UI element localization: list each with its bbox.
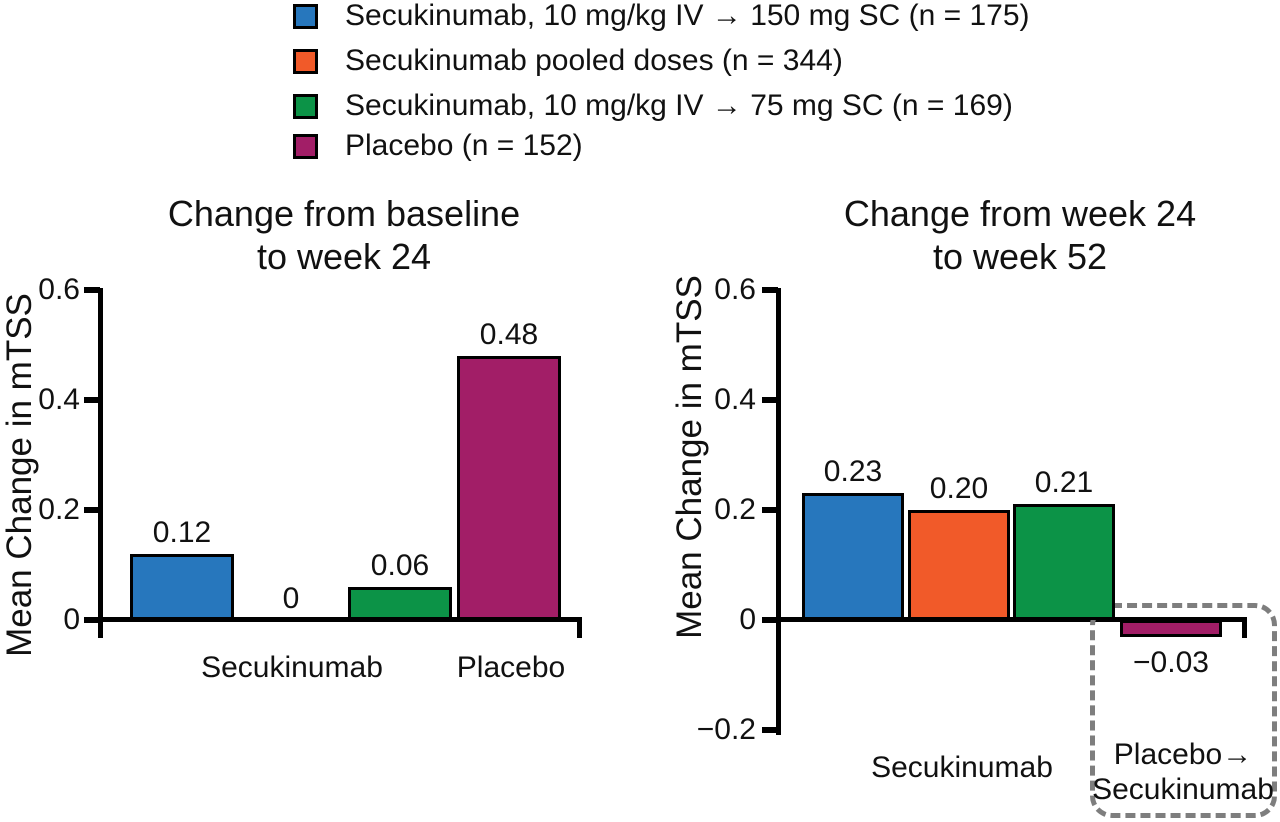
y-axis-tick (84, 617, 100, 623)
y-axis-tick (762, 727, 778, 733)
bar-secukinumab-150mg-sc (802, 493, 904, 620)
legend-item-placebo: Placebo (n = 152) (293, 129, 583, 162)
bar-value-label: 0.20 (929, 472, 989, 505)
legend-swatch-green-icon (293, 93, 318, 119)
y-axis-title: Mean Change in mTSS (670, 275, 709, 639)
chart-title-line1: Change from baseline (167, 193, 521, 234)
x-group-label-placebo: Placebo (456, 651, 566, 684)
x-group-label-placebo-to-secukinumab: Placebo→ Secukinumab (1058, 737, 1280, 807)
y-axis-tick (84, 287, 100, 293)
legend-item-secukinumab-75: Secukinumab, 10 mg/kg IV → 75 mg SC (n =… (293, 89, 1013, 122)
bar-value-label: 0.12 (152, 516, 212, 549)
x-axis-line (776, 617, 1247, 622)
bar-placebo (457, 356, 561, 620)
chart-title-line1: Change from week 24 (843, 193, 1197, 234)
chart-title: Change from week 24 to week 52 (820, 192, 1220, 278)
bar-value-label: 0 (282, 582, 300, 615)
legend-item-secukinumab-pooled: Secukinumab pooled doses (n = 344) (293, 44, 843, 77)
y-axis-tick-label: 0.6 (38, 273, 80, 306)
bar-value-label: −0.03 (1133, 646, 1209, 679)
y-axis-line (776, 288, 781, 735)
bar-secukinumab-75mg-sc (1013, 504, 1115, 620)
x-group-label-line1: Placebo→ (1113, 738, 1253, 771)
legend-label: Placebo (n = 152) (345, 129, 583, 162)
legend-swatch-orange-icon (293, 48, 318, 74)
legend-item-secukinumab-150: Secukinumab, 10 mg/kg IV → 150 mg SC (n … (293, 0, 1030, 32)
legend-label: Secukinumab, 10 mg/kg IV → 75 mg SC (n =… (345, 89, 1013, 122)
y-axis-tick-label: 0.4 (714, 383, 756, 416)
bar-secukinumab-pooled (908, 510, 1010, 620)
bar-value-label: 0.23 (823, 455, 883, 488)
y-axis-tick (84, 507, 100, 513)
x-axis-end-tick (1242, 620, 1247, 638)
chart-title-line2: to week 24 (256, 236, 432, 277)
y-axis-tick (762, 287, 778, 293)
y-axis-tick (762, 397, 778, 403)
y-axis-tick-label: 0.6 (714, 273, 756, 306)
y-axis-title: Mean Change in mTSS (0, 293, 39, 657)
x-axis-line (98, 617, 582, 622)
x-axis-end-tick (577, 620, 582, 638)
bar-value-label: 0.06 (370, 549, 430, 582)
y-axis-tick-label: 0.4 (38, 383, 80, 416)
bar-placebo-to-secukinumab (1120, 620, 1222, 637)
y-axis-tick-label: 0.2 (714, 493, 756, 526)
legend-swatch-magenta-icon (293, 133, 318, 159)
y-axis-tick (84, 397, 100, 403)
y-axis-tick (762, 617, 778, 623)
x-group-label-line2: Secukinumab (1092, 773, 1274, 806)
y-axis-tick-label: 0.2 (38, 493, 80, 526)
highlight-dashed-box (1090, 603, 1277, 818)
y-axis-tick-label: −0.2 (696, 713, 756, 746)
legend-label: Secukinumab pooled doses (n = 344) (345, 44, 843, 77)
y-axis-tick-label: 0 (739, 603, 756, 636)
y-axis-tick-label: 0 (63, 603, 80, 636)
bar-secukinumab-75mg-sc (348, 587, 452, 620)
y-axis-line (98, 288, 103, 638)
x-group-label-secukinumab: Secukinumab (871, 751, 1053, 784)
bar-value-label: 0.21 (1034, 466, 1094, 499)
legend-swatch-blue-icon (293, 3, 318, 29)
chart-title-line2: to week 52 (932, 236, 1108, 277)
y-axis-tick (762, 507, 778, 513)
legend-label: Secukinumab, 10 mg/kg IV → 150 mg SC (n … (345, 0, 1030, 32)
bar-value-label: 0.48 (479, 318, 539, 351)
x-group-label-secukinumab: Secukinumab (201, 651, 383, 684)
chart-title: Change from baseline to week 24 (144, 192, 544, 278)
bar-secukinumab-150mg-sc (130, 554, 234, 620)
